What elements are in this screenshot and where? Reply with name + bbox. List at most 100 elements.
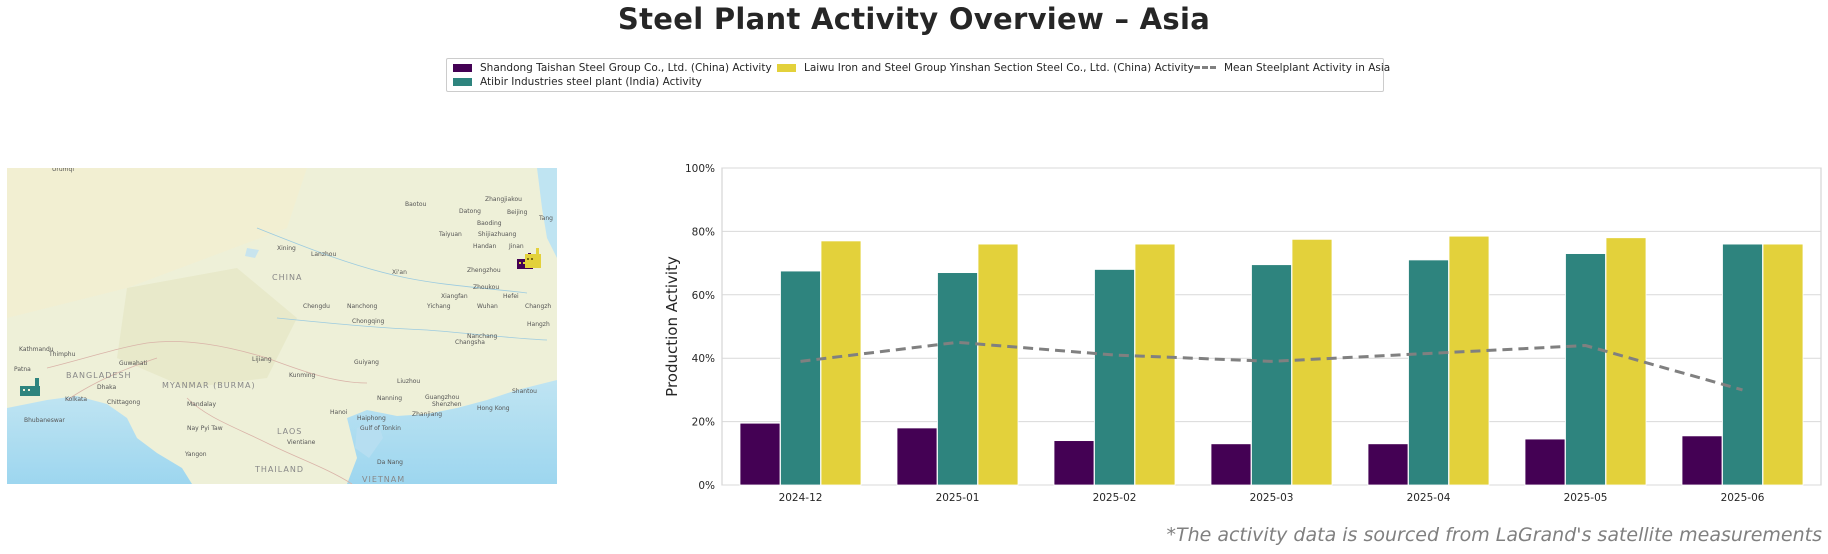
map-label: Zhanjiang (412, 411, 442, 418)
map-border-1 (46, 341, 368, 384)
map-label: Shenzhen (432, 401, 462, 408)
bar (1094, 269, 1135, 486)
map-label: LAOS (277, 427, 302, 436)
map-label: Baoding (477, 220, 502, 227)
map-label: Mandalay (187, 401, 216, 408)
bar (1762, 243, 1804, 486)
bar (820, 240, 862, 486)
map-label: Beijing (507, 209, 528, 216)
map-label: Tang (538, 215, 553, 222)
bar (1210, 443, 1252, 486)
x-tick-label: 2025-03 (1250, 492, 1294, 504)
map-sea-yellow (537, 168, 557, 258)
y-axis-label: Production Activity (663, 256, 681, 397)
map-label: Yichang (426, 303, 451, 310)
y-tick-label: 100% (685, 163, 715, 175)
map-label: Jinan (508, 243, 524, 250)
map-label: Changzh (525, 303, 551, 310)
bar (1367, 443, 1409, 486)
map-label: Urumqi (52, 168, 74, 173)
bar (1722, 243, 1763, 486)
map-label: THAILAND (254, 465, 304, 474)
map-label: Guwahati (119, 360, 148, 367)
map-sea-china (347, 380, 557, 484)
map-canvas: Urumqi Baotou Zhangjiakou Datong Beijing Tang… (7, 168, 557, 484)
mean-line (800, 340, 1743, 392)
bar (1251, 264, 1292, 486)
y-tick-label: 80% (692, 226, 715, 238)
map-label: Da Nang (377, 459, 403, 466)
map-label: Zhoukou (473, 284, 499, 291)
y-tick-label: 0% (698, 480, 715, 492)
map-label: Nanchong (347, 303, 378, 310)
map-label: Xining (277, 245, 296, 252)
legend-swatch-laiwu (777, 63, 796, 72)
map-label: Baotou (405, 201, 426, 208)
bar (1053, 440, 1095, 486)
map-label: Datong (459, 208, 481, 215)
map-plateau (7, 168, 307, 318)
factory-icon-laiwu (525, 248, 541, 268)
bar (1524, 438, 1566, 486)
map-highlands (117, 268, 297, 388)
bar (1565, 253, 1606, 486)
map-river-1 (256, 227, 528, 294)
map-border-3 (186, 397, 353, 484)
map-label: Vientiane (287, 439, 316, 446)
y-tick-label: 20% (692, 417, 715, 429)
bar (1134, 243, 1176, 486)
bar (780, 270, 821, 486)
factory-icon-atibir (20, 378, 40, 396)
x-tick-label: 2025-02 (1093, 492, 1137, 504)
map-label: Zhangjiakou (485, 196, 522, 203)
map-sea-bengal (7, 396, 192, 484)
legend-item-shandong: Shandong Taishan Steel Group Co., Ltd. (… (453, 61, 772, 74)
map-label: Wuhan (477, 303, 498, 310)
legend-item-laiwu: Laiwu Iron and Steel Group Yinshan Secti… (777, 61, 1194, 74)
x-tick-label: 2025-06 (1721, 492, 1765, 504)
map-label: Xiangfan (441, 293, 468, 300)
bar (1448, 235, 1490, 486)
map-labels: Urumqi Baotou Zhangjiakou Datong Beijing Tang… (14, 168, 553, 484)
bar (1408, 259, 1449, 486)
map-border-2 (66, 357, 158, 401)
bar (1681, 435, 1723, 486)
bar (1605, 237, 1647, 486)
map-label: Liuzhou (397, 378, 420, 385)
map-label: Patna (14, 366, 31, 373)
map-label: Haiphong (357, 415, 386, 422)
chart-svg: 0% 20% 40% 60% 80% 100% Production Activity 202… (663, 163, 1822, 504)
y-tick-label: 60% (692, 290, 715, 302)
map-label: Lijiang (252, 356, 272, 363)
map-gulf-tonkin (355, 420, 383, 458)
map-label: Thimphu (48, 351, 76, 358)
legend-swatch-shandong (453, 63, 472, 72)
map-river-2 (276, 317, 548, 341)
map-label: Shantou (512, 388, 537, 395)
bar-chart: 0% 20% 40% 60% 80% 100% Production Activity 202… (620, 160, 1828, 510)
map-label: Shijiazhuang (478, 231, 517, 238)
bar (977, 243, 1019, 486)
map-label: Kathmandu (19, 346, 54, 353)
map-label: Lanzhou (311, 251, 336, 258)
map-label: Nay Pyi Taw (187, 425, 223, 432)
map-label: Taiyuan (438, 231, 462, 238)
bar (739, 422, 781, 486)
footnote: *The activity data is sourced from LaGra… (1166, 524, 1822, 546)
map-label: BANGLADESH (66, 371, 132, 380)
map-lake (245, 248, 259, 258)
legend-label-shandong: Shandong Taishan Steel Group Co., Ltd. (… (480, 61, 772, 74)
map-label: Hefei (503, 293, 519, 300)
legend-item-mean: Mean Steelplant Activity in Asia (1194, 61, 1390, 74)
legend-label-laiwu: Laiwu Iron and Steel Group Yinshan Secti… (804, 61, 1194, 74)
map-label: Chengdu (303, 303, 330, 310)
map-label: Zhengzhou (467, 267, 501, 274)
map-label: Dhaka (97, 384, 116, 391)
legend: Shandong Taishan Steel Group Co., Ltd. (… (446, 58, 1390, 92)
map-label: Guangzhou (425, 394, 459, 401)
bar (937, 272, 978, 486)
map[interactable]: Urumqi Baotou Zhangjiakou Datong Beijing Tang… (7, 168, 557, 484)
legend-label-atibir: Atibir Industries steel plant (India) Ac… (480, 75, 702, 88)
legend-line-mean (1194, 66, 1216, 69)
